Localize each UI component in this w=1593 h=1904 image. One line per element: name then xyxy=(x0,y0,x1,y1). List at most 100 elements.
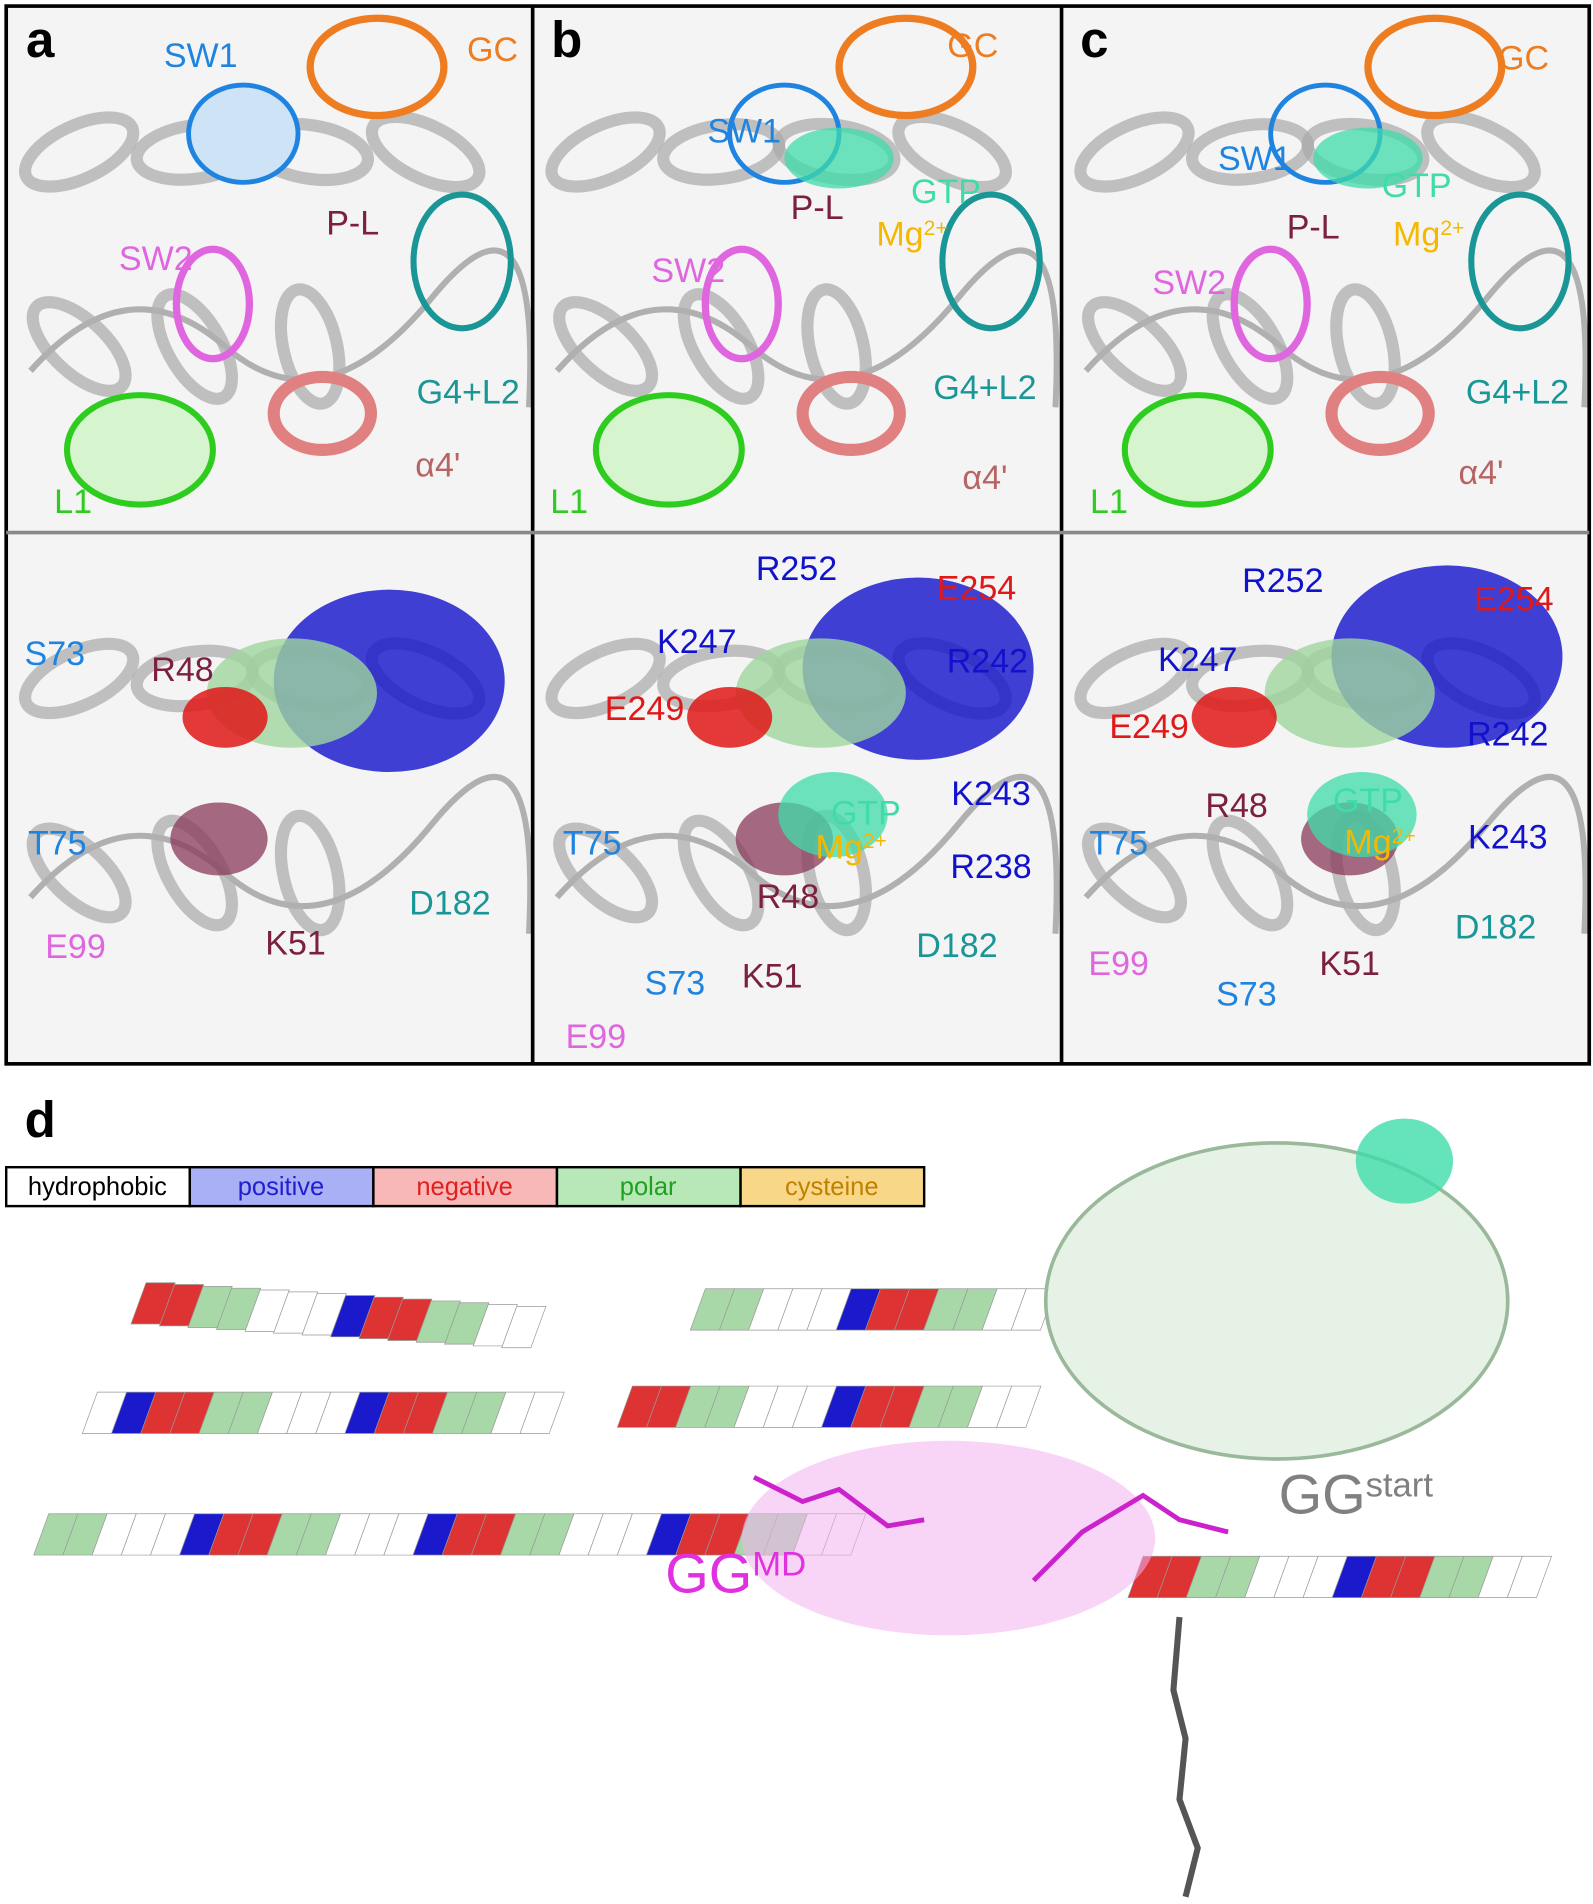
gg-md-chain xyxy=(752,1475,1229,1583)
structure-drawings xyxy=(18,14,1589,1898)
sw2-helix xyxy=(172,245,254,363)
label-sup: 2+ xyxy=(863,830,887,853)
gg-md-cloud xyxy=(741,1440,1156,1636)
label: α4' xyxy=(962,459,1007,497)
label: P-L xyxy=(1287,208,1340,246)
label: R252 xyxy=(1242,562,1323,600)
label: R242 xyxy=(947,642,1028,680)
l1-loop xyxy=(592,392,745,508)
label: b xyxy=(551,11,582,68)
label-sup: 2+ xyxy=(924,217,948,240)
sw2-helix xyxy=(1230,245,1311,363)
cartoon-helix xyxy=(553,822,659,924)
cartoon-helix xyxy=(18,111,140,193)
label: SW2 xyxy=(651,252,725,290)
label: Mg2+ xyxy=(1393,216,1464,254)
label: SW1 xyxy=(1218,140,1292,178)
label: K51 xyxy=(265,924,326,962)
cartoon-helix xyxy=(545,111,666,193)
g4l2-loop xyxy=(939,191,1043,332)
legend-swatch xyxy=(188,1165,375,1208)
label: GTP xyxy=(1333,782,1403,820)
cartoon-helix xyxy=(365,110,486,194)
l1-loop xyxy=(1121,392,1274,508)
l1-loop xyxy=(63,392,216,508)
cartoon-helix xyxy=(677,288,765,405)
label: S73 xyxy=(1216,975,1277,1013)
g4l2-loop xyxy=(410,191,514,332)
label: a xyxy=(26,11,55,68)
label: GGMD xyxy=(665,1542,806,1605)
cartoon-helix xyxy=(26,822,132,924)
label: GC xyxy=(947,27,998,65)
negative-cluster xyxy=(182,686,268,748)
cartoon-helix xyxy=(553,296,659,397)
label: Mg2+ xyxy=(1344,824,1415,862)
legend-swatch xyxy=(555,1165,742,1208)
globular-domain xyxy=(1043,1141,1510,1461)
polar-cluster xyxy=(1264,638,1435,748)
gc-loop xyxy=(835,14,977,120)
label: D182 xyxy=(916,927,997,965)
gtp-spheres xyxy=(1307,772,1417,858)
label: T75 xyxy=(563,825,622,863)
helix-segment xyxy=(1506,1555,1553,1598)
helix-segment xyxy=(501,1306,547,1349)
helix-segment xyxy=(996,1385,1042,1428)
label: R252 xyxy=(756,550,837,588)
label: GC xyxy=(1498,39,1549,77)
label: L1 xyxy=(1090,483,1128,521)
cartoon-helix xyxy=(1074,637,1195,720)
label: Mg2+ xyxy=(876,216,947,254)
legend-swatch xyxy=(739,1165,926,1208)
panel-frames xyxy=(4,4,1592,1066)
label-text: Mg xyxy=(816,828,863,866)
label: GTP xyxy=(831,794,901,832)
label: SW2 xyxy=(1152,264,1226,302)
label: R48 xyxy=(151,651,213,689)
label: GTP xyxy=(1382,167,1452,205)
label: negative xyxy=(416,1173,512,1201)
label: K247 xyxy=(1158,641,1237,679)
labels: hydrophobic positive negative polar cysteine… xyxy=(4,11,1569,1605)
label: E99 xyxy=(45,928,106,966)
label: S73 xyxy=(25,635,86,673)
label-sup: start xyxy=(1366,1466,1434,1504)
cartoon-helix xyxy=(26,296,132,397)
label-text: Mg xyxy=(1393,216,1440,254)
label: E99 xyxy=(1088,945,1149,983)
label-text: Mg xyxy=(1344,824,1391,862)
label: L1 xyxy=(550,483,588,521)
a4-helix xyxy=(1325,370,1435,456)
cartoon-loop xyxy=(1083,773,1589,934)
gtp-spheres xyxy=(784,127,894,189)
helix-segment xyxy=(519,1391,565,1434)
frame xyxy=(4,4,1592,1066)
label: R238 xyxy=(950,848,1031,886)
label: E249 xyxy=(605,690,684,728)
label: α4' xyxy=(1458,454,1503,492)
label: GGstart xyxy=(1279,1463,1434,1526)
label-text: GG xyxy=(1279,1463,1366,1526)
label-text: GG xyxy=(665,1542,752,1605)
label: P-L xyxy=(326,205,379,243)
label: S73 xyxy=(645,965,706,1003)
label: polar xyxy=(620,1173,677,1201)
polar-cluster xyxy=(735,638,906,748)
cartoon-helix xyxy=(1206,814,1294,932)
label: G4+L2 xyxy=(933,369,1036,407)
gtp-spheres xyxy=(1313,127,1423,189)
label: K243 xyxy=(951,775,1030,813)
cartoon-helix xyxy=(892,110,1012,194)
label: E249 xyxy=(1109,708,1188,746)
negative-cluster xyxy=(687,686,773,748)
cartoon-helix xyxy=(151,288,238,405)
cartoon-helix xyxy=(801,283,872,410)
label: R48 xyxy=(1205,787,1267,825)
gc-loop xyxy=(306,14,448,120)
label-sup: 2+ xyxy=(1392,825,1416,848)
cartoon-helix xyxy=(1082,296,1187,397)
cartoon-helix xyxy=(1206,288,1294,405)
gtp-spheres xyxy=(778,772,888,858)
residue-cluster xyxy=(170,802,268,876)
